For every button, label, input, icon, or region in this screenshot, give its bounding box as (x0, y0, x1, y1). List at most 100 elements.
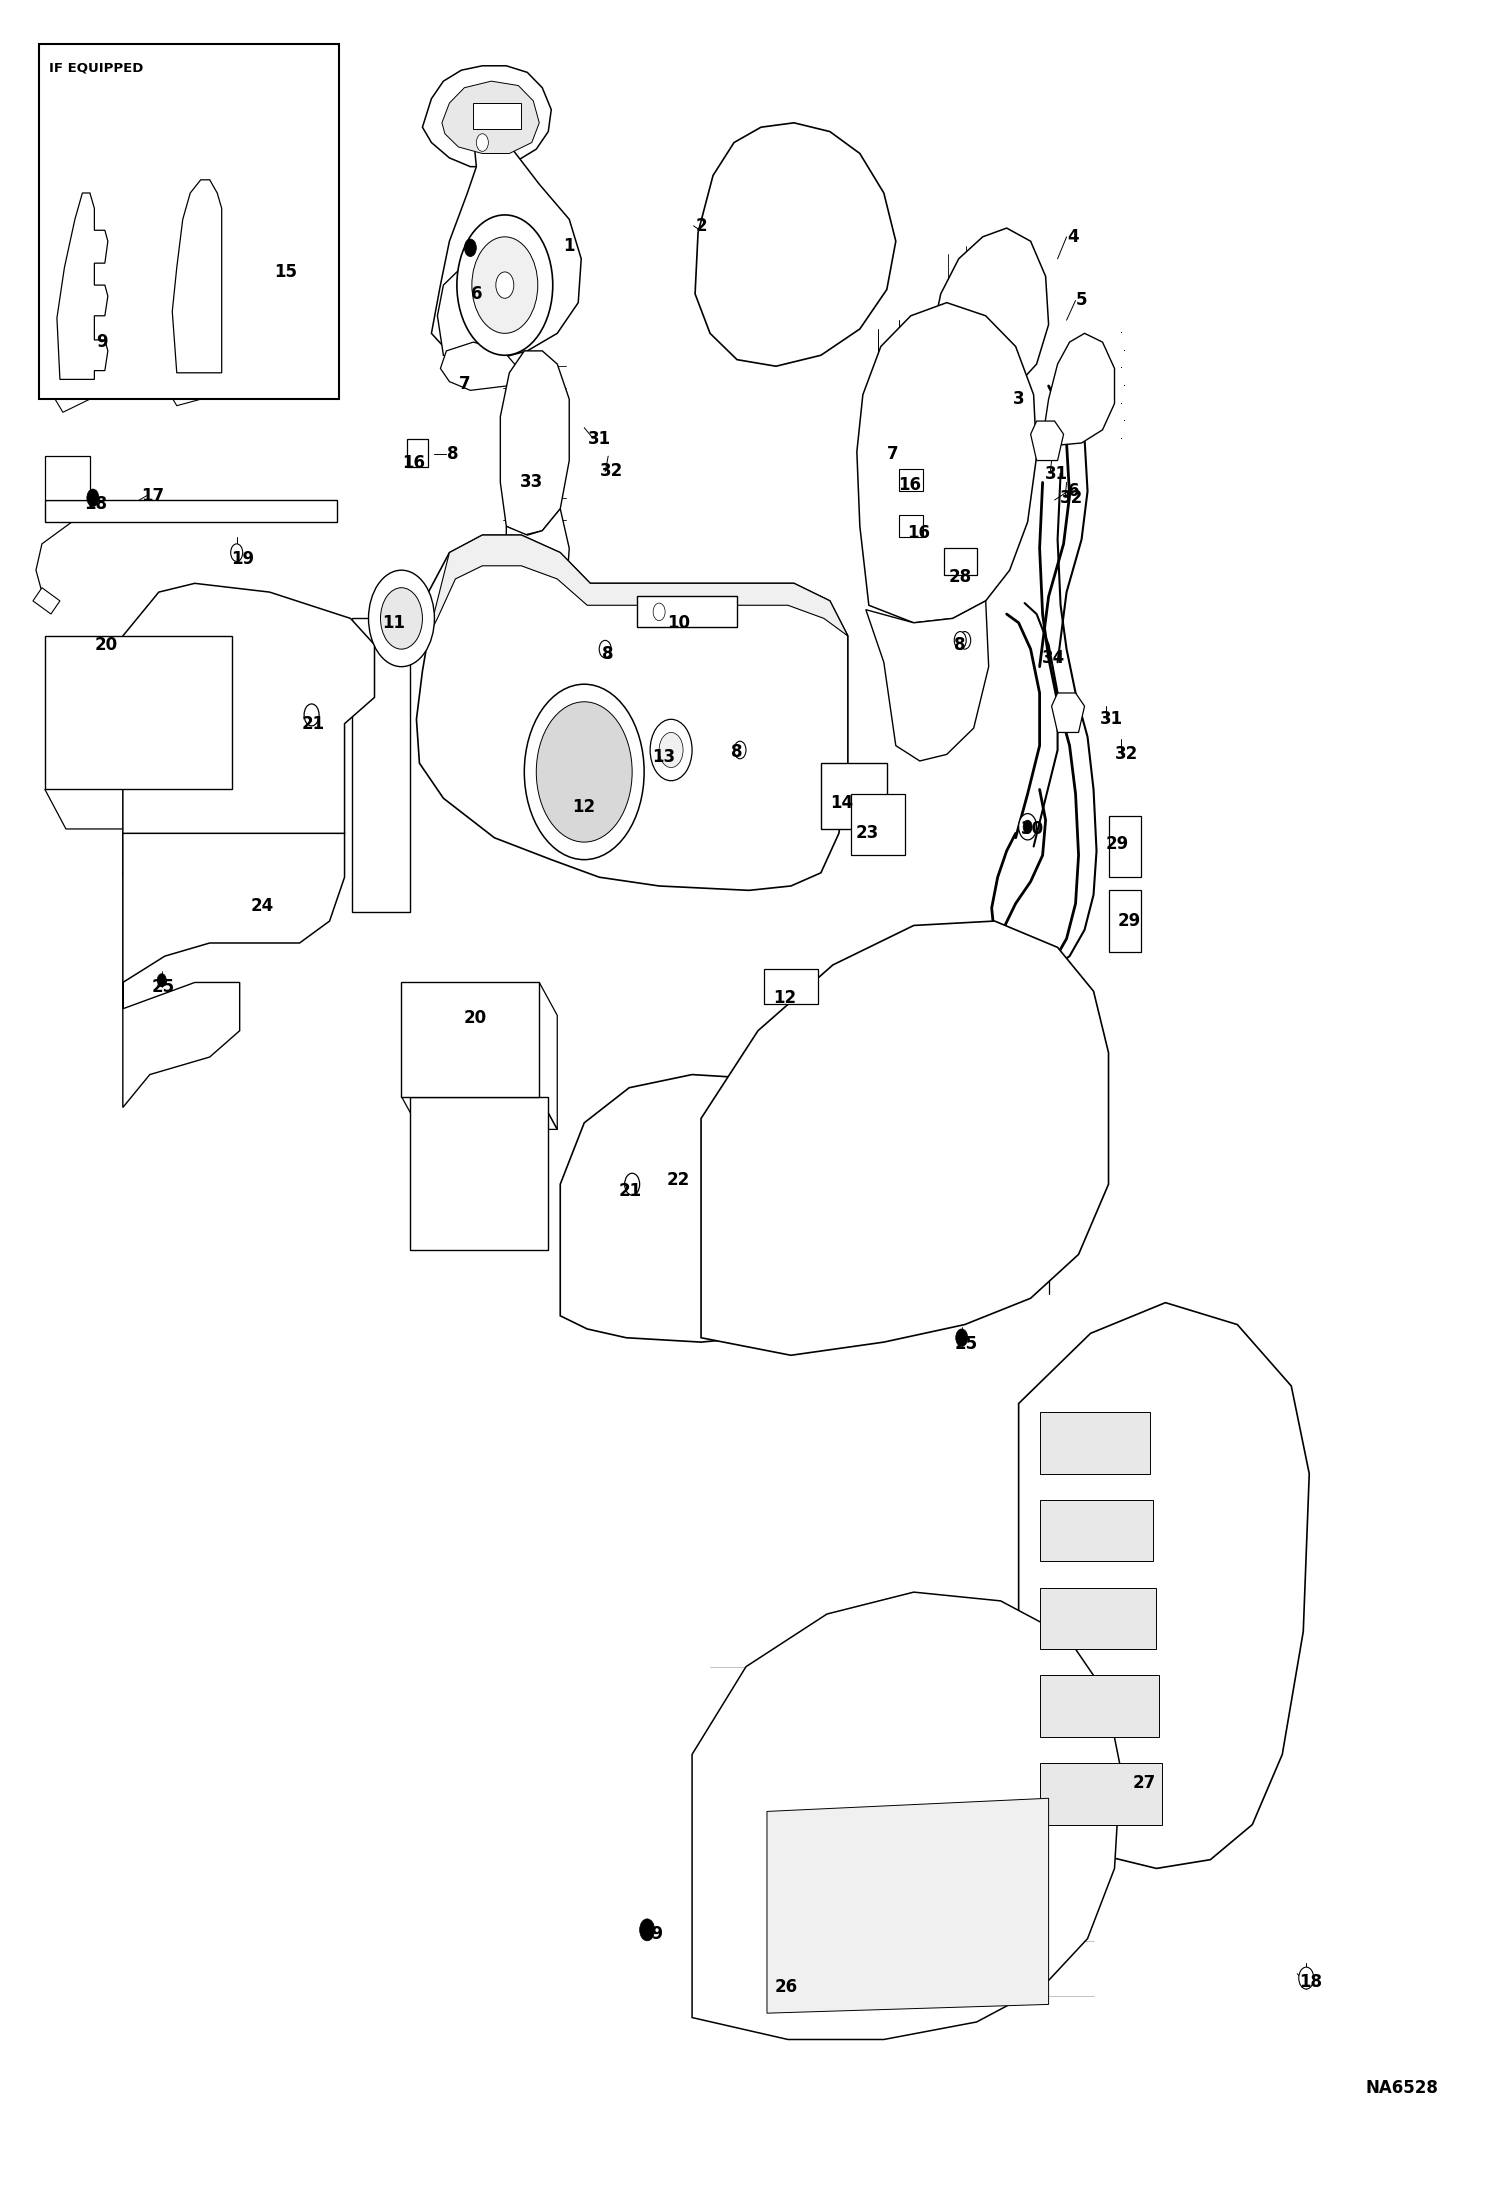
Circle shape (650, 719, 692, 781)
Polygon shape (1019, 1303, 1309, 1868)
Polygon shape (428, 535, 848, 636)
Circle shape (640, 1919, 655, 1941)
Circle shape (157, 974, 166, 987)
Polygon shape (401, 982, 539, 1096)
Polygon shape (701, 921, 1109, 1355)
Text: 24: 24 (250, 897, 274, 914)
Text: 6: 6 (470, 285, 482, 303)
Text: 1: 1 (563, 237, 575, 254)
Text: 5: 5 (1076, 292, 1088, 309)
Text: 7: 7 (458, 375, 470, 393)
Polygon shape (764, 969, 818, 1004)
Text: 22: 22 (667, 1171, 691, 1189)
Text: 12: 12 (773, 989, 797, 1007)
Polygon shape (899, 469, 923, 491)
Polygon shape (899, 515, 923, 537)
Text: 8: 8 (954, 636, 966, 654)
Circle shape (956, 1329, 968, 1347)
Circle shape (457, 215, 553, 355)
Text: 15: 15 (274, 263, 298, 281)
Text: 32: 32 (1115, 746, 1138, 763)
Circle shape (734, 741, 746, 759)
Polygon shape (45, 636, 232, 789)
Polygon shape (422, 66, 551, 167)
Polygon shape (45, 500, 337, 522)
Text: 31: 31 (1044, 465, 1068, 482)
Text: 34: 34 (1041, 649, 1065, 667)
Polygon shape (929, 228, 1049, 399)
Text: 29: 29 (1118, 912, 1141, 930)
Text: 6: 6 (1068, 482, 1080, 500)
Text: 32: 32 (599, 463, 623, 480)
Text: 10: 10 (667, 614, 691, 632)
Text: 3: 3 (1013, 390, 1025, 408)
Polygon shape (45, 456, 90, 500)
Circle shape (659, 732, 683, 768)
Circle shape (472, 237, 538, 333)
Polygon shape (851, 794, 905, 855)
Text: 30: 30 (1020, 820, 1044, 838)
Circle shape (524, 684, 644, 860)
Polygon shape (857, 303, 1037, 623)
Polygon shape (416, 535, 848, 890)
Polygon shape (500, 351, 569, 535)
Text: 25: 25 (954, 1336, 978, 1353)
Text: 12: 12 (572, 798, 596, 816)
Polygon shape (866, 601, 989, 761)
Text: 20: 20 (463, 1009, 487, 1026)
Bar (39, 44, 339, 399)
Circle shape (536, 702, 632, 842)
Text: 28: 28 (948, 568, 972, 586)
Polygon shape (1040, 1763, 1162, 1825)
Polygon shape (695, 123, 896, 366)
Text: 21: 21 (301, 715, 325, 732)
Text: NA6528: NA6528 (1365, 2079, 1438, 2097)
Polygon shape (692, 1592, 1121, 2039)
Circle shape (496, 272, 514, 298)
Circle shape (1019, 814, 1037, 840)
Text: 11: 11 (382, 614, 406, 632)
Polygon shape (637, 596, 737, 627)
Polygon shape (123, 833, 345, 1009)
Polygon shape (33, 588, 60, 614)
Polygon shape (440, 342, 518, 390)
Polygon shape (1040, 1500, 1153, 1561)
Text: 19: 19 (231, 550, 255, 568)
Text: 18: 18 (1299, 1974, 1323, 1991)
Circle shape (304, 704, 319, 726)
Text: 32: 32 (1059, 489, 1083, 507)
Text: 25: 25 (151, 978, 175, 996)
Circle shape (954, 632, 966, 649)
Circle shape (380, 588, 422, 649)
Polygon shape (172, 180, 222, 373)
Text: 8: 8 (731, 743, 743, 761)
Circle shape (1299, 1967, 1314, 1989)
Circle shape (231, 544, 243, 561)
Polygon shape (123, 982, 240, 1107)
Polygon shape (1040, 1675, 1159, 1737)
Text: 14: 14 (830, 794, 854, 811)
Text: 18: 18 (84, 496, 108, 513)
Text: 13: 13 (652, 748, 676, 765)
Polygon shape (123, 583, 374, 890)
Polygon shape (431, 132, 581, 360)
Text: 29: 29 (1106, 836, 1129, 853)
Polygon shape (407, 439, 428, 467)
Circle shape (476, 134, 488, 151)
Polygon shape (944, 548, 977, 575)
Polygon shape (506, 509, 569, 623)
Polygon shape (1109, 890, 1141, 952)
Text: 7: 7 (887, 445, 899, 463)
Polygon shape (1052, 693, 1085, 732)
Text: 20: 20 (94, 636, 118, 654)
Text: 4: 4 (1067, 228, 1079, 246)
Polygon shape (821, 763, 887, 829)
Text: 16: 16 (906, 524, 930, 542)
Text: 31: 31 (1100, 711, 1124, 728)
Text: 2: 2 (695, 217, 707, 235)
Polygon shape (57, 193, 108, 379)
Text: 16: 16 (897, 476, 921, 493)
Circle shape (625, 1173, 640, 1195)
Text: 8: 8 (446, 445, 458, 463)
Circle shape (87, 489, 99, 507)
